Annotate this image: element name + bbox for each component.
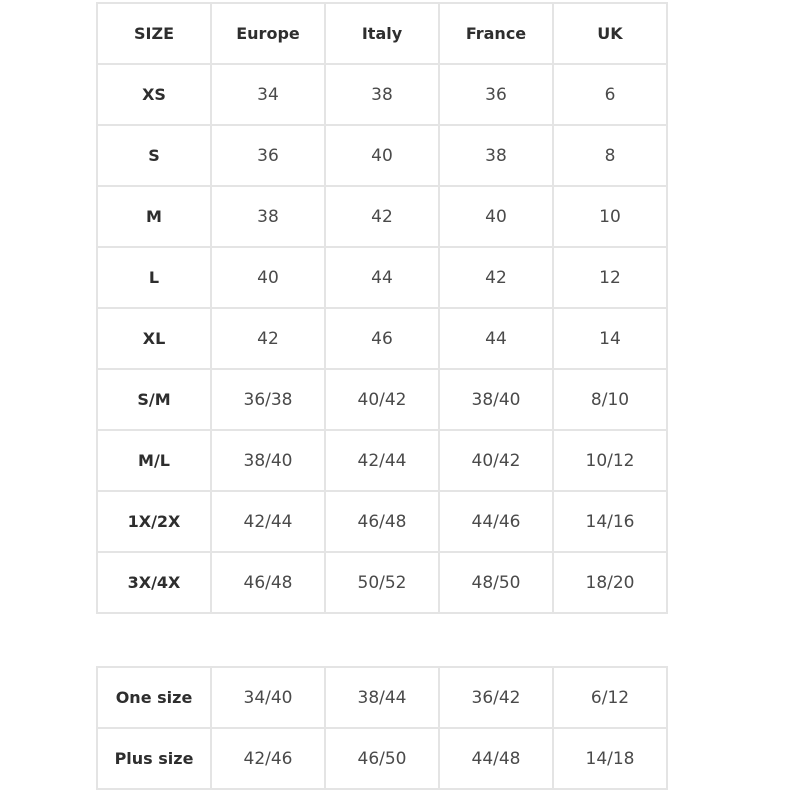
column-header: UK xyxy=(552,2,668,65)
size-value-cell: 44 xyxy=(324,246,440,309)
size-chart-table: SIZE Europe Italy France UK XS 34 38 36 6 S 36 40 38 8… xyxy=(96,2,668,614)
table-row: S/M 36/38 40/42 38/40 8/10 xyxy=(96,368,668,431)
table-row: M 38 42 40 10 xyxy=(96,185,668,248)
size-value-cell: 34/40 xyxy=(210,666,326,729)
header-row: SIZE Europe Italy France UK xyxy=(96,2,668,65)
size-value-cell: 40/42 xyxy=(438,429,554,492)
table-row: One size 34/40 38/44 36/42 6/12 xyxy=(96,666,668,729)
size-value-cell: 14 xyxy=(552,307,668,370)
size-label-cell: XL xyxy=(96,307,212,370)
size-value-cell: 38 xyxy=(438,124,554,187)
table-row: L 40 44 42 12 xyxy=(96,246,668,309)
column-header: SIZE xyxy=(96,2,212,65)
size-label-cell: S/M xyxy=(96,368,212,431)
size-label-cell: M xyxy=(96,185,212,248)
size-value-cell: 42 xyxy=(210,307,326,370)
size-value-cell: 48/50 xyxy=(438,551,554,614)
column-header: Europe xyxy=(210,2,326,65)
size-value-cell: 12 xyxy=(552,246,668,309)
table-row: Plus size 42/46 46/50 44/48 14/18 xyxy=(96,727,668,790)
table-row: S 36 40 38 8 xyxy=(96,124,668,187)
size-value-cell: 40 xyxy=(438,185,554,248)
column-header: Italy xyxy=(324,2,440,65)
size-label-cell: 3X/4X xyxy=(96,551,212,614)
size-value-cell: 44/46 xyxy=(438,490,554,553)
size-label-cell: S xyxy=(96,124,212,187)
size-value-cell: 14/16 xyxy=(552,490,668,553)
size-value-cell: 44/48 xyxy=(438,727,554,790)
size-value-cell: 36/38 xyxy=(210,368,326,431)
size-value-cell: 10 xyxy=(552,185,668,248)
table-row: M/L 38/40 42/44 40/42 10/12 xyxy=(96,429,668,492)
size-label-cell: XS xyxy=(96,63,212,126)
size-value-cell: 38 xyxy=(210,185,326,248)
table-row: 3X/4X 46/48 50/52 48/50 18/20 xyxy=(96,551,668,614)
size-value-cell: 40/42 xyxy=(324,368,440,431)
size-value-cell: 44 xyxy=(438,307,554,370)
size-value-cell: 50/52 xyxy=(324,551,440,614)
size-value-cell: 42 xyxy=(438,246,554,309)
size-value-cell: 8 xyxy=(552,124,668,187)
size-value-cell: 46/50 xyxy=(324,727,440,790)
size-label-cell: Plus size xyxy=(96,727,212,790)
size-value-cell: 40 xyxy=(324,124,440,187)
size-value-cell: 38 xyxy=(324,63,440,126)
size-value-cell: 46/48 xyxy=(210,551,326,614)
size-value-cell: 8/10 xyxy=(552,368,668,431)
size-value-cell: 46/48 xyxy=(324,490,440,553)
size-value-cell: 34 xyxy=(210,63,326,126)
size-value-cell: 42/46 xyxy=(210,727,326,790)
size-value-cell: 6/12 xyxy=(552,666,668,729)
size-label-cell: M/L xyxy=(96,429,212,492)
special-size-table: One size 34/40 38/44 36/42 6/12 Plus size 42/4… xyxy=(96,666,668,790)
size-value-cell: 46 xyxy=(324,307,440,370)
size-value-cell: 36 xyxy=(438,63,554,126)
table-row: XL 42 46 44 14 xyxy=(96,307,668,370)
size-value-cell: 6 xyxy=(552,63,668,126)
size-value-cell: 38/40 xyxy=(210,429,326,492)
size-value-cell: 36 xyxy=(210,124,326,187)
size-value-cell: 36/42 xyxy=(438,666,554,729)
size-value-cell: 42/44 xyxy=(210,490,326,553)
column-header: France xyxy=(438,2,554,65)
size-value-cell: 42/44 xyxy=(324,429,440,492)
size-label-cell: 1X/2X xyxy=(96,490,212,553)
size-value-cell: 10/12 xyxy=(552,429,668,492)
size-value-cell: 14/18 xyxy=(552,727,668,790)
size-value-cell: 42 xyxy=(324,185,440,248)
size-value-cell: 40 xyxy=(210,246,326,309)
size-label-cell: L xyxy=(96,246,212,309)
size-value-cell: 18/20 xyxy=(552,551,668,614)
table-row: 1X/2X 42/44 46/48 44/46 14/16 xyxy=(96,490,668,553)
size-label-cell: One size xyxy=(96,666,212,729)
size-value-cell: 38/44 xyxy=(324,666,440,729)
table-row: XS 34 38 36 6 xyxy=(96,63,668,126)
size-value-cell: 38/40 xyxy=(438,368,554,431)
